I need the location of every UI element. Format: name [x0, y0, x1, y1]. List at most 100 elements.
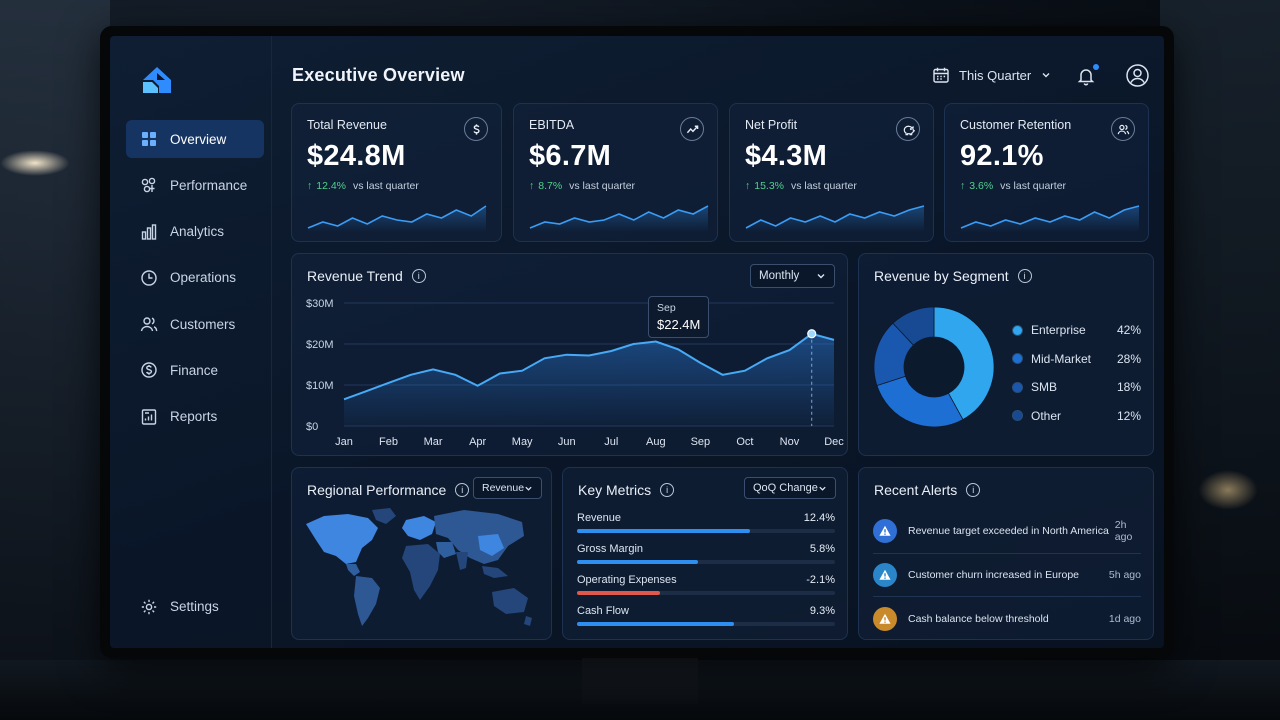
donut-slice-enterprise[interactable] [933, 306, 995, 421]
legend-percent: 12% [1116, 408, 1141, 423]
alert-item[interactable]: Cash balance below threshold 1d ago [873, 597, 1141, 641]
alert-item[interactable]: Customer churn increased in Europe 5h ago [873, 554, 1141, 597]
sidebar-item-operations[interactable]: Operations [126, 259, 264, 297]
background-light [0, 150, 70, 176]
sidebar-item-finance[interactable]: Finance [126, 351, 264, 389]
info-icon[interactable]: i [660, 483, 675, 497]
key-metrics-compare-select[interactable]: QoQ Change [744, 477, 836, 499]
warning-icon [873, 562, 897, 587]
calendar-icon [933, 67, 949, 83]
alert-item[interactable]: Revenue target exceeded in North America… [873, 510, 1141, 554]
legend-item-smb[interactable]: SMB 18% [1013, 373, 1141, 402]
regional-title: Regional Performance i [307, 482, 470, 498]
bar-chart-icon [140, 223, 158, 241]
chart-tooltip: Sep $22.4M [648, 296, 710, 338]
donut-slice-mid-market[interactable] [876, 375, 964, 428]
map-region-central-america[interactable] [346, 564, 360, 576]
sidebar-item-label: Customers [170, 316, 236, 332]
map-region-north-america[interactable] [306, 514, 378, 564]
bell-icon[interactable] [1076, 66, 1096, 86]
segment-donut-chart [873, 306, 995, 428]
background-shelf [1160, 0, 1280, 720]
legend-swatch [1013, 382, 1022, 392]
chevron-down-icon [525, 486, 532, 491]
regional-metric-select[interactable]: Revenue [473, 477, 542, 499]
sidebar-item-label: Performance [170, 177, 248, 193]
chevron-down-icon [819, 486, 826, 491]
kpi-compare-text: vs last quarter [569, 180, 636, 192]
map-region-africa[interactable] [402, 544, 440, 600]
x-tick-label: Apr [469, 436, 486, 448]
revenue-trend-title-text: Revenue Trend [307, 268, 403, 284]
sidebar-item-settings[interactable]: Settings [126, 588, 264, 626]
sidebar-item-reports[interactable]: Reports [126, 398, 264, 436]
kpi-sparkline [307, 205, 487, 232]
user-avatar-icon[interactable] [1126, 64, 1149, 87]
map-region-new-zealand[interactable] [524, 616, 532, 626]
info-icon[interactable]: i [455, 483, 470, 497]
kpi-compare-text: vs last quarter [790, 180, 857, 192]
metric-label: Operating Expenses [577, 574, 677, 586]
legend-item-enterprise[interactable]: Enterprise 42% [1013, 316, 1141, 345]
sidebar-item-label: Operations [170, 270, 237, 286]
kpi-sparkline [529, 205, 709, 232]
legend-item-other[interactable]: Other 12% [1013, 402, 1141, 431]
sparkline-line [745, 205, 925, 229]
granularity-value: Monthly [759, 270, 800, 282]
kpi-change: ↑ 12.4% vs last quarter [307, 180, 419, 192]
map-region-south-america[interactable] [354, 576, 380, 626]
metric-bar-fill [577, 622, 735, 626]
map-region-europe[interactable] [402, 516, 436, 540]
world-map[interactable] [302, 506, 534, 630]
map-region-middle-east[interactable] [436, 542, 456, 558]
sidebar-item-customers[interactable]: Customers [126, 305, 264, 343]
sidebar: Overview Performance Analytics Operations Cu… [110, 36, 272, 648]
arrow-up-icon: ↑ [529, 180, 535, 192]
regional-metric-value: Revenue [482, 482, 525, 494]
revenue-trend-title: Revenue Trend i [307, 268, 426, 284]
metric-row-gross-margin: Gross Margin 5.8% [577, 543, 835, 574]
period-selector[interactable]: This Quarter [932, 66, 1060, 84]
sidebar-item-label: Analytics [170, 224, 225, 240]
sidebar-item-analytics[interactable]: Analytics [126, 213, 264, 251]
warning-icon [873, 606, 897, 631]
sidebar-item-label: Reports [170, 409, 218, 425]
monitor-stand [582, 654, 698, 704]
map-region-india[interactable] [456, 552, 468, 570]
donut-slice-other[interactable] [892, 306, 935, 346]
performance-icon [140, 176, 158, 194]
alert-text: Cash balance below threshold [908, 612, 1049, 625]
info-icon[interactable]: i [966, 483, 981, 497]
kpi-card-customer-retention[interactable]: Customer Retention 92.1% ↑ 3.6% vs last qua… [944, 103, 1149, 242]
kpi-label: EBITDA [529, 118, 575, 132]
alerts-list: Revenue target exceeded in North America… [873, 510, 1141, 641]
legend-percent: 18% [1116, 380, 1141, 395]
kpi-change-value: 3.6% [969, 180, 994, 192]
kpi-card-ebitda[interactable]: EBITDA $6.7M ↑ 8.7% vs last quarter [513, 103, 718, 242]
kpi-card-total-revenue[interactable]: Total Revenue $24.8M ↑ 12.4% vs last quarte… [291, 103, 502, 242]
metric-value: 5.8% [809, 543, 835, 555]
info-icon[interactable]: i [1017, 269, 1032, 283]
dollar-circle-icon [140, 361, 158, 379]
map-region-greenland[interactable] [372, 508, 396, 524]
arrow-up-icon: ↑ [307, 180, 313, 192]
kpi-card-net-profit[interactable]: Net Profit $4.3M ↑ 15.3% vs last quarter [729, 103, 934, 242]
revenue-trend-granularity-select[interactable]: Monthly [750, 264, 835, 288]
map-region-east-asia[interactable] [478, 534, 504, 556]
metric-row-operating-expenses: Operating Expenses -2.1% [577, 574, 835, 605]
sidebar-item-overview[interactable]: Overview [126, 120, 264, 158]
metric-bar-track [577, 529, 835, 533]
kpi-value: $4.3M [745, 140, 828, 172]
alerts-title: Recent Alerts i [874, 482, 981, 498]
info-icon[interactable]: i [411, 269, 426, 283]
legend-percent: 42% [1116, 323, 1141, 338]
app-logo-icon[interactable] [140, 64, 174, 96]
y-tick-label: $20M [306, 339, 334, 351]
x-tick-label: Jan [335, 436, 353, 448]
legend-item-mid-market[interactable]: Mid-Market 28% [1013, 345, 1141, 374]
map-region-southeast-asia[interactable] [482, 566, 508, 578]
sidebar-item-performance[interactable]: Performance [126, 166, 264, 204]
map-region-australia[interactable] [492, 588, 528, 614]
hover-point[interactable] [807, 329, 817, 339]
metric-label: Gross Margin [577, 543, 644, 555]
